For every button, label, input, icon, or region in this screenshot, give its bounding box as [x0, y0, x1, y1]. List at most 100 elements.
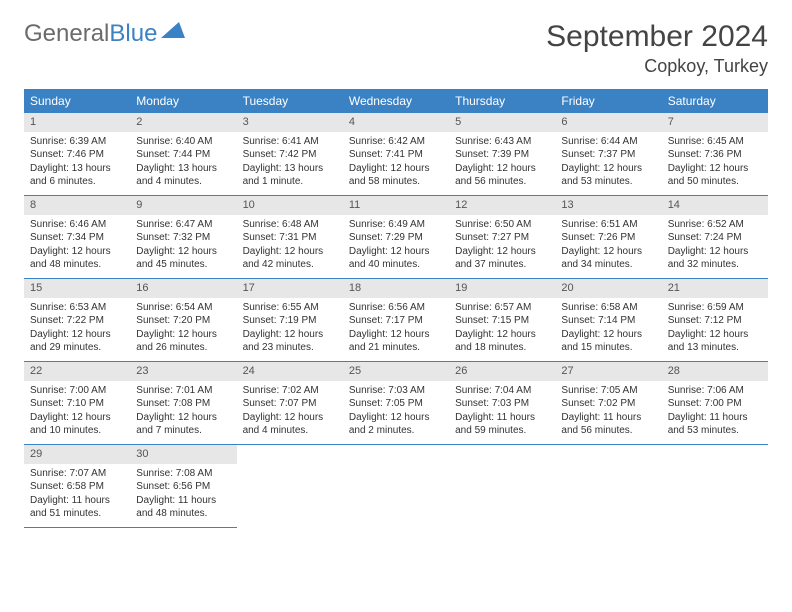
day-cell: 16Sunrise: 6:54 AMSunset: 7:20 PMDayligh…	[130, 279, 236, 361]
day-cell: 8Sunrise: 6:46 AMSunset: 7:34 PMDaylight…	[24, 196, 130, 278]
day-cell: 26Sunrise: 7:04 AMSunset: 7:03 PMDayligh…	[449, 362, 555, 444]
calendar-body: 1Sunrise: 6:39 AMSunset: 7:46 PMDaylight…	[24, 113, 768, 528]
sunrise-line: Sunrise: 7:02 AM	[243, 384, 337, 398]
empty-cell	[662, 445, 768, 528]
day-details: Sunrise: 7:06 AMSunset: 7:00 PMDaylight:…	[662, 381, 768, 444]
day-details: Sunrise: 6:56 AMSunset: 7:17 PMDaylight:…	[343, 298, 449, 361]
empty-cell	[449, 445, 555, 528]
sunset-line: Sunset: 7:36 PM	[668, 148, 762, 162]
daylight-line: Daylight: 11 hours and 48 minutes.	[136, 494, 230, 521]
sunrise-line: Sunrise: 7:04 AM	[455, 384, 549, 398]
daylight-line: Daylight: 12 hours and 15 minutes.	[561, 328, 655, 355]
daylight-line: Daylight: 12 hours and 40 minutes.	[349, 245, 443, 272]
day-number: 13	[555, 196, 661, 215]
daylight-line: Daylight: 12 hours and 53 minutes.	[561, 162, 655, 189]
day-cell: 29Sunrise: 7:07 AMSunset: 6:58 PMDayligh…	[24, 445, 130, 528]
day-details: Sunrise: 7:00 AMSunset: 7:10 PMDaylight:…	[24, 381, 130, 444]
day-cell: 7Sunrise: 6:45 AMSunset: 7:36 PMDaylight…	[662, 113, 768, 195]
sunrise-line: Sunrise: 7:03 AM	[349, 384, 443, 398]
daylight-line: Daylight: 12 hours and 32 minutes.	[668, 245, 762, 272]
day-number: 2	[130, 113, 236, 132]
sunrise-line: Sunrise: 6:43 AM	[455, 135, 549, 149]
sunset-line: Sunset: 7:26 PM	[561, 231, 655, 245]
daylight-line: Daylight: 12 hours and 26 minutes.	[136, 328, 230, 355]
month-title: September 2024	[546, 20, 768, 54]
day-cell: 25Sunrise: 7:03 AMSunset: 7:05 PMDayligh…	[343, 362, 449, 444]
day-details: Sunrise: 6:54 AMSunset: 7:20 PMDaylight:…	[130, 298, 236, 361]
day-cell: 17Sunrise: 6:55 AMSunset: 7:19 PMDayligh…	[237, 279, 343, 361]
day-details: Sunrise: 6:52 AMSunset: 7:24 PMDaylight:…	[662, 215, 768, 278]
day-cell: 20Sunrise: 6:58 AMSunset: 7:14 PMDayligh…	[555, 279, 661, 361]
sunset-line: Sunset: 7:42 PM	[243, 148, 337, 162]
day-number: 19	[449, 279, 555, 298]
day-cell: 1Sunrise: 6:39 AMSunset: 7:46 PMDaylight…	[24, 113, 130, 195]
daylight-line: Daylight: 13 hours and 4 minutes.	[136, 162, 230, 189]
day-details: Sunrise: 6:45 AMSunset: 7:36 PMDaylight:…	[662, 132, 768, 195]
day-details: Sunrise: 6:50 AMSunset: 7:27 PMDaylight:…	[449, 215, 555, 278]
sunrise-line: Sunrise: 6:57 AM	[455, 301, 549, 315]
daylight-line: Daylight: 12 hours and 34 minutes.	[561, 245, 655, 272]
day-number: 25	[343, 362, 449, 381]
day-number: 23	[130, 362, 236, 381]
sunset-line: Sunset: 7:32 PM	[136, 231, 230, 245]
daylight-line: Daylight: 12 hours and 37 minutes.	[455, 245, 549, 272]
header: GeneralBlue September 2024 Copkoy, Turke…	[24, 20, 768, 77]
weekday-header-cell: Monday	[130, 89, 236, 113]
title-block: September 2024 Copkoy, Turkey	[546, 20, 768, 77]
day-number: 21	[662, 279, 768, 298]
day-number: 11	[343, 196, 449, 215]
day-details: Sunrise: 6:59 AMSunset: 7:12 PMDaylight:…	[662, 298, 768, 361]
day-cell: 10Sunrise: 6:48 AMSunset: 7:31 PMDayligh…	[237, 196, 343, 278]
weekday-header-cell: Tuesday	[237, 89, 343, 113]
weekday-header-cell: Thursday	[449, 89, 555, 113]
day-number: 14	[662, 196, 768, 215]
day-details: Sunrise: 6:49 AMSunset: 7:29 PMDaylight:…	[343, 215, 449, 278]
sunrise-line: Sunrise: 6:49 AM	[349, 218, 443, 232]
sunset-line: Sunset: 7:31 PM	[243, 231, 337, 245]
week-row: 29Sunrise: 7:07 AMSunset: 6:58 PMDayligh…	[24, 445, 768, 528]
day-details: Sunrise: 6:41 AMSunset: 7:42 PMDaylight:…	[237, 132, 343, 195]
empty-cell	[343, 445, 449, 528]
day-number: 7	[662, 113, 768, 132]
day-details: Sunrise: 6:47 AMSunset: 7:32 PMDaylight:…	[130, 215, 236, 278]
day-number: 15	[24, 279, 130, 298]
day-cell: 13Sunrise: 6:51 AMSunset: 7:26 PMDayligh…	[555, 196, 661, 278]
sunrise-line: Sunrise: 7:05 AM	[561, 384, 655, 398]
sunset-line: Sunset: 7:34 PM	[30, 231, 124, 245]
sunset-line: Sunset: 6:58 PM	[30, 480, 124, 494]
sunrise-line: Sunrise: 7:06 AM	[668, 384, 762, 398]
sunset-line: Sunset: 7:08 PM	[136, 397, 230, 411]
daylight-line: Daylight: 12 hours and 45 minutes.	[136, 245, 230, 272]
sunrise-line: Sunrise: 7:08 AM	[136, 467, 230, 481]
daylight-line: Daylight: 11 hours and 59 minutes.	[455, 411, 549, 438]
weekday-header-cell: Friday	[555, 89, 661, 113]
day-number: 3	[237, 113, 343, 132]
day-number: 30	[130, 445, 236, 464]
day-number: 12	[449, 196, 555, 215]
day-number: 22	[24, 362, 130, 381]
daylight-line: Daylight: 12 hours and 21 minutes.	[349, 328, 443, 355]
logo: GeneralBlue	[24, 20, 185, 48]
day-cell: 9Sunrise: 6:47 AMSunset: 7:32 PMDaylight…	[130, 196, 236, 278]
sunset-line: Sunset: 6:56 PM	[136, 480, 230, 494]
day-number: 5	[449, 113, 555, 132]
day-number: 20	[555, 279, 661, 298]
daylight-line: Daylight: 11 hours and 53 minutes.	[668, 411, 762, 438]
sunset-line: Sunset: 7:22 PM	[30, 314, 124, 328]
sunset-line: Sunset: 7:41 PM	[349, 148, 443, 162]
sunset-line: Sunset: 7:24 PM	[668, 231, 762, 245]
day-details: Sunrise: 7:05 AMSunset: 7:02 PMDaylight:…	[555, 381, 661, 444]
empty-cell	[237, 445, 343, 528]
sunrise-line: Sunrise: 6:46 AM	[30, 218, 124, 232]
sunrise-line: Sunrise: 6:45 AM	[668, 135, 762, 149]
day-details: Sunrise: 7:04 AMSunset: 7:03 PMDaylight:…	[449, 381, 555, 444]
location: Copkoy, Turkey	[546, 56, 768, 77]
sunset-line: Sunset: 7:37 PM	[561, 148, 655, 162]
daylight-line: Daylight: 13 hours and 6 minutes.	[30, 162, 124, 189]
daylight-line: Daylight: 12 hours and 29 minutes.	[30, 328, 124, 355]
day-details: Sunrise: 6:42 AMSunset: 7:41 PMDaylight:…	[343, 132, 449, 195]
sunset-line: Sunset: 7:03 PM	[455, 397, 549, 411]
day-number: 9	[130, 196, 236, 215]
sunrise-line: Sunrise: 6:54 AM	[136, 301, 230, 315]
day-cell: 4Sunrise: 6:42 AMSunset: 7:41 PMDaylight…	[343, 113, 449, 195]
